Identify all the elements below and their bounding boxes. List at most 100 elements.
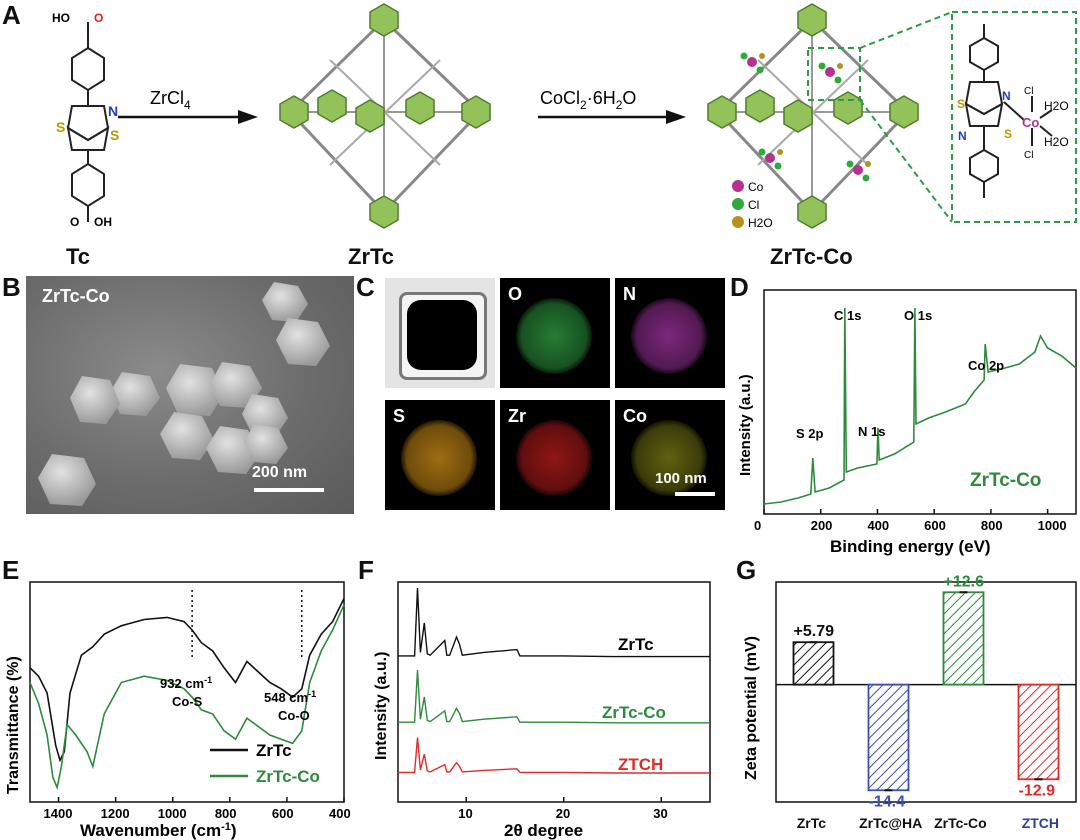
panel-label-f: F (358, 555, 374, 585)
panel-label-g: G (736, 555, 757, 585)
ftir-xtick-label: 400 (329, 806, 351, 821)
ftir-xtick-label: 1200 (101, 806, 130, 821)
zoom-cl1: Cl (1024, 86, 1033, 97)
sem-scale-text: 200 nm (252, 464, 308, 481)
ftir-xtick-label: 1000 (158, 806, 187, 821)
eds-label-s: S (393, 406, 406, 426)
legend-h2o-dot (732, 216, 744, 228)
legend-co: Co (748, 180, 764, 194)
co-complexes (740, 52, 871, 182)
eds-tile-o: O (500, 278, 610, 388)
xps-xlabel: Binding energy (eV) (830, 537, 991, 556)
eds-scale-text: 100 nm (655, 470, 707, 487)
zoom-s2: S (1004, 127, 1012, 141)
xrd-frame (397, 581, 711, 803)
xps-xtick-label: 1000 (1038, 518, 1067, 533)
tc-s1: S (56, 119, 65, 135)
panel-label-e: E (2, 555, 20, 585)
xrd-ylabel: Intensity (a.u.) (373, 652, 390, 760)
xps-ylabel: Intensity (a.u.) (737, 374, 754, 476)
xrd-xtick-label: 10 (458, 806, 472, 821)
tc-oh-bottom: OH (94, 215, 112, 229)
ftir-xlabel: Wavenumber (cm-1) (80, 821, 237, 840)
zoom-h2o-2: H2O (1044, 135, 1069, 149)
ftir-chart: 1400 1200 1000 800 600 400 932 cm-1 Co-S 548 … (5, 581, 351, 840)
sem-sample-label: ZrTc-Co (42, 286, 110, 306)
xrd-xlabel: 2θ degree (504, 821, 583, 840)
eds-label-co: Co (623, 406, 647, 426)
eds-tile-co: Co 100 nm (615, 400, 725, 510)
legend-h2o: H2O (748, 216, 773, 230)
xps-peak-s2p: S 2p (796, 426, 824, 441)
ftir-series-zrtcco (29, 604, 345, 791)
zeta-chart: +5.79 ZrTc -14.4 ZrTc@HA +12.6 ZrTc-Co -12.9 ZT… (743, 573, 1077, 831)
xps-peak-o1s: O 1s (904, 308, 932, 323)
zeta-bar (792, 641, 835, 686)
sem-particles (38, 282, 330, 506)
zeta-category-label: ZrTc@HA (859, 815, 922, 831)
zrtc-framework (287, 17, 483, 215)
sem-image: ZrTc-Co 200 nm (26, 276, 354, 514)
zoom-box (951, 11, 1077, 223)
xrd-xtick-label: 30 (653, 806, 667, 821)
zrtcco-clusters (707, 3, 919, 229)
ftir-ann2: 548 cm-1 (264, 689, 316, 705)
reagent-2: CoCl2·6H2O (540, 88, 636, 112)
zoom-n1: N (1002, 89, 1011, 103)
ftir-xtick-label: 1400 (44, 806, 73, 821)
eds-scalebar (675, 492, 715, 496)
zoom-co: Co (1022, 115, 1039, 130)
zeta-frame (775, 581, 1077, 803)
eds-tile-s: S (385, 400, 495, 510)
zeta-value-label: +12.6 (944, 573, 985, 590)
zeta-category-label: ZrTc (797, 815, 827, 831)
panel-label-a: A (2, 0, 21, 30)
panel-a-scheme: HO O S N S O OH ZrCl4 Co Cl (52, 3, 1077, 230)
ftir-ann2b: Co-O (278, 708, 310, 723)
tc-s2: S (110, 127, 119, 143)
zeta-category-label: ZrTc-Co (934, 815, 987, 831)
xrd-chart: 10 20 30 ZrTc ZrTc-Co ZTCH 2θ degree Inten… (373, 581, 711, 840)
zeta-value-label: -14.4 (869, 793, 906, 810)
zeta-value-label: +5.79 (794, 623, 835, 640)
ftir-xtick-label: 800 (215, 806, 237, 821)
zoom-n2: N (958, 129, 967, 143)
xrd-series-zrtcco (398, 669, 710, 724)
xps-xtick-label: 800 (981, 518, 1003, 533)
xps-chart: 0 200 400 600 800 1000 C 1s O 1s Co 2p N 1s S… (737, 289, 1077, 556)
zoom-cl2: Cl (1024, 150, 1033, 161)
zeta-ylabel: Zeta potential (mV) (743, 636, 760, 780)
legend-cl: Cl (748, 198, 759, 212)
xps-peak-n1s: N 1s (858, 424, 885, 439)
tc-o-bottom: O (70, 215, 79, 229)
tc-molecule (66, 22, 110, 222)
panel-label-b: B (2, 272, 21, 302)
label-zrtc: ZrTc (348, 244, 395, 269)
sem-scalebar (254, 488, 324, 492)
ftir-ann1: 932 cm-1 (160, 675, 212, 691)
tc-ho-top: HO (52, 11, 70, 25)
ftir-legend-zrtcco: ZrTc-Co (256, 767, 320, 786)
legend-cl-dot (732, 198, 744, 210)
tem-image (385, 278, 495, 388)
zeta-bar (1017, 683, 1060, 781)
ftir-ylabel: Transmittance (%) (5, 656, 22, 794)
zeta-category-label: ZTCH (1022, 815, 1059, 831)
eds-tile-zr: Zr (500, 400, 610, 510)
panel-label-d: D (730, 272, 749, 302)
eds-tile-n: N (615, 278, 725, 388)
xps-xtick-label: 600 (924, 518, 946, 533)
zeta-bar (867, 683, 910, 792)
xrd-series-zrtc (398, 587, 710, 658)
tc-o-top: O (94, 11, 103, 25)
zoom-s1: S (957, 97, 965, 111)
zeta-bar (942, 591, 985, 686)
ftir-frame (29, 581, 345, 803)
arrow-2-head (666, 110, 686, 124)
eds-label-n: N (623, 284, 636, 304)
zoom-region (807, 47, 861, 101)
xps-xtick-label: 400 (867, 518, 889, 533)
zeta-value-label: -12.9 (1019, 782, 1056, 799)
zoom-h2o-1: H2O (1044, 99, 1069, 113)
